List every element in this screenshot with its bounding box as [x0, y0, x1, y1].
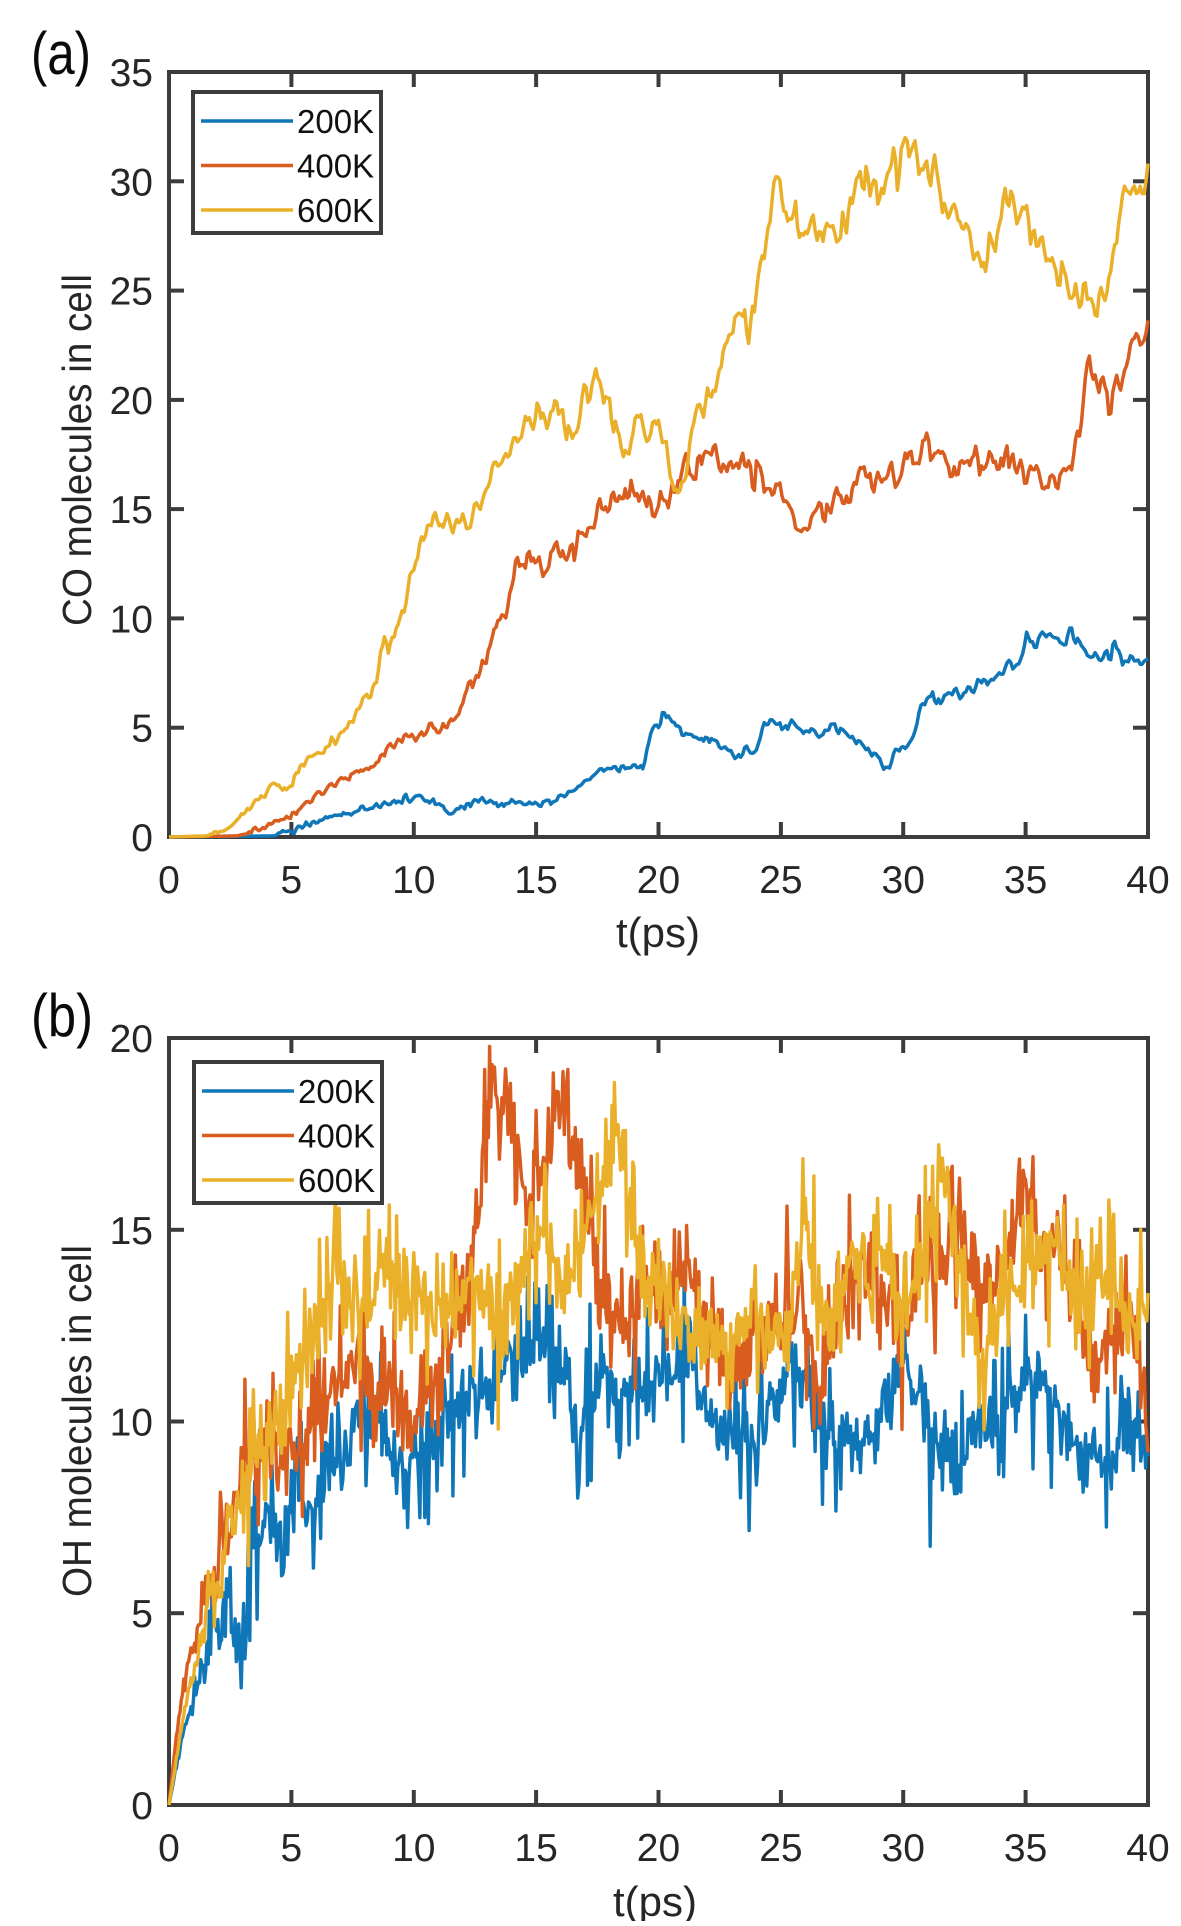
- svg-text:10: 10: [392, 859, 435, 902]
- svg-text:25: 25: [110, 271, 153, 314]
- svg-text:10: 10: [110, 598, 153, 641]
- svg-text:0: 0: [158, 859, 180, 902]
- svg-text:15: 15: [110, 1210, 153, 1253]
- svg-text:30: 30: [882, 859, 925, 902]
- svg-text:25: 25: [759, 859, 802, 902]
- svg-text:15: 15: [514, 1827, 557, 1870]
- svg-text:400K: 400K: [297, 148, 374, 185]
- svg-text:20: 20: [637, 1827, 680, 1870]
- svg-text:15: 15: [514, 859, 557, 902]
- svg-text:200K: 200K: [297, 103, 374, 140]
- svg-text:20: 20: [110, 380, 153, 423]
- svg-text:t(ps): t(ps): [613, 1878, 697, 1921]
- svg-text:25: 25: [759, 1827, 802, 1870]
- svg-text:200K: 200K: [298, 1073, 375, 1110]
- svg-text:35: 35: [1004, 859, 1047, 902]
- svg-text:400K: 400K: [298, 1118, 375, 1155]
- svg-text:0: 0: [158, 1827, 180, 1870]
- svg-text:0: 0: [131, 1785, 153, 1828]
- svg-text:(a): (a): [31, 20, 91, 87]
- svg-text:40: 40: [1126, 1827, 1169, 1870]
- svg-text:600K: 600K: [298, 1162, 375, 1199]
- svg-text:35: 35: [1004, 1827, 1047, 1870]
- svg-text:5: 5: [131, 708, 153, 751]
- svg-text:CO molecules in cell: CO molecules in cell: [54, 274, 100, 626]
- svg-text:35: 35: [110, 52, 153, 95]
- svg-text:600K: 600K: [297, 192, 374, 229]
- svg-text:5: 5: [131, 1593, 153, 1636]
- svg-text:10: 10: [110, 1402, 153, 1445]
- svg-text:0: 0: [131, 817, 153, 860]
- svg-text:20: 20: [110, 1018, 153, 1061]
- svg-text:(b): (b): [31, 982, 93, 1049]
- svg-text:5: 5: [281, 859, 303, 902]
- svg-text:30: 30: [882, 1827, 925, 1870]
- svg-text:OH molecules in cell: OH molecules in cell: [54, 1245, 100, 1597]
- svg-text:40: 40: [1126, 859, 1169, 902]
- svg-text:30: 30: [110, 161, 153, 204]
- svg-text:5: 5: [281, 1827, 303, 1870]
- svg-text:10: 10: [392, 1827, 435, 1870]
- svg-text:15: 15: [110, 489, 153, 532]
- svg-text:20: 20: [637, 859, 680, 902]
- svg-text:t(ps): t(ps): [616, 909, 700, 956]
